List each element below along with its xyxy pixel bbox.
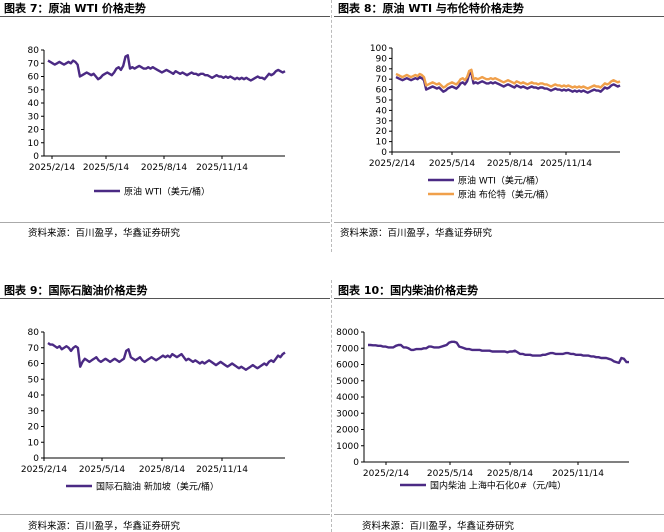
series-line (395, 71, 621, 94)
legend-label: 原油 WTI（美元/桶） (124, 186, 210, 198)
y-tick-label: 7000 (336, 344, 359, 354)
x-tick-label: 2025/8/14 (141, 163, 187, 173)
y-tick-label: 10 (376, 138, 388, 148)
y-tick-label: 40 (28, 99, 40, 109)
x-tick-label: 2025/11/14 (540, 159, 592, 169)
title-rule (334, 16, 664, 17)
y-tick-label: 30 (28, 407, 40, 417)
y-tick-label: 5000 (336, 377, 359, 387)
series-line (47, 54, 286, 82)
series-line (47, 342, 286, 372)
y-tick-label: 50 (376, 96, 388, 106)
x-tick-label: 2025/5/14 (83, 163, 129, 173)
chart-title: 图表 10：国内柴油价格走势 (338, 284, 479, 297)
y-tick-label: 80 (28, 46, 40, 56)
series-line (368, 340, 629, 365)
y-tick-label: 60 (28, 73, 40, 83)
y-tick-label: 4000 (336, 393, 359, 403)
source-note: 资料来源：百川盈孚，华鑫证券研究 (28, 228, 181, 239)
chart-title: 图表 9：国际石脑油价格走势 (4, 284, 148, 297)
chart-title: 图表 7：原油 WTI 价格走势 (4, 2, 146, 15)
y-tick-label: 0 (33, 152, 39, 162)
x-tick-label: 2025/11/14 (196, 465, 248, 475)
chart-panel-8: 图表 8：原油 WTI 与布伦特价格走势 0 10 20 30 40 50 60 70 80 90… (334, 0, 664, 250)
y-tick-label: 60 (376, 86, 388, 96)
chart-svg: 0 10 20 30 40 50 60 70 80 2025/2/14 2025/5/14 2025/… (21, 328, 286, 493)
source-rule (0, 514, 330, 515)
title-rule (334, 298, 664, 299)
source-rule (334, 222, 664, 223)
chart-svg: 0 10 20 30 40 50 60 70 80 2025/2/14 2025/5/14 2025/… (28, 46, 286, 198)
y-tick-label: 1000 (336, 442, 359, 452)
column-divider-top (331, 0, 332, 252)
y-tick-label: 0 (33, 454, 39, 464)
y-tick-label: 50 (28, 375, 40, 385)
y-tick-label: 80 (28, 328, 40, 338)
y-tick-label: 20 (28, 423, 40, 433)
y-tick-label: 8000 (336, 328, 359, 338)
x-tick-label: 2025/2/14 (363, 469, 409, 479)
x-tick-label: 2025/2/14 (21, 465, 67, 475)
y-tick-label: 40 (376, 106, 388, 116)
x-tick-label: 2025/5/14 (79, 465, 125, 475)
chart-svg: 0 1000 2000 3000 4000 5000 6000 7000 8000 2025/2/… (336, 328, 629, 492)
series-line (395, 68, 621, 90)
y-tick-label: 10 (28, 438, 40, 448)
source-note: 资料来源：百川盈孚，华鑫证券研究 (340, 228, 493, 239)
y-tick-label: 10 (28, 139, 40, 149)
y-tick-label: 0 (381, 148, 387, 158)
x-tick-label: 2025/11/14 (196, 163, 248, 173)
y-tick-label: 20 (28, 126, 40, 136)
y-tick-label: 90 (376, 54, 388, 64)
y-tick-label: 30 (376, 117, 388, 127)
y-tick-label: 70 (376, 75, 388, 85)
y-tick-label: 20 (376, 127, 388, 137)
source-rule (0, 222, 330, 223)
source-rule (334, 514, 664, 515)
source-note: 资料来源：百川盈孚，华鑫证券研究 (362, 521, 515, 532)
y-tick-label: 70 (28, 344, 40, 354)
x-tick-label: 2025/11/14 (552, 469, 604, 479)
x-tick-label: 2025/8/14 (487, 159, 533, 169)
chart-title: 图表 8：原油 WTI 与布伦特价格走势 (338, 2, 524, 15)
x-tick-label: 2025/5/14 (427, 469, 473, 479)
y-tick-label: 30 (28, 112, 40, 122)
title-rule (0, 298, 330, 299)
y-tick-label: 2000 (336, 426, 359, 436)
y-tick-label: 100 (370, 44, 387, 54)
y-tick-label: 0 (353, 458, 359, 468)
x-tick-label: 2025/8/14 (139, 465, 185, 475)
y-tick-label: 3000 (336, 409, 359, 419)
y-tick-label: 50 (28, 86, 40, 96)
x-tick-label: 2025/8/14 (487, 469, 533, 479)
x-tick-label: 2025/2/14 (369, 159, 415, 169)
source-note: 资料来源：百川盈孚，华鑫证券研究 (28, 521, 181, 532)
chart-panel-10: 图表 10：国内柴油价格走势 0 1000 2000 3000 4000 5000 6000… (334, 282, 664, 532)
y-tick-label: 80 (376, 65, 388, 75)
legend-label: 国际石脑油 新加坡（美元/桶） (96, 481, 219, 493)
y-tick-label: 70 (28, 59, 40, 69)
legend-label: 原油 WTI（美元/桶） (458, 175, 544, 187)
title-rule (0, 16, 330, 17)
x-tick-label: 2025/5/14 (429, 159, 475, 169)
x-tick-label: 2025/2/14 (29, 163, 75, 173)
y-tick-label: 40 (28, 391, 40, 401)
y-tick-label: 6000 (336, 361, 359, 371)
legend-label: 原油 布伦特（美元/桶） (458, 189, 554, 201)
y-tick-label: 60 (28, 360, 40, 370)
column-divider-bottom (331, 280, 332, 532)
chart-panel-9: 图表 9：国际石脑油价格走势 0 10 20 30 40 50 60 70 80 2025/2/1… (0, 282, 330, 532)
legend-label: 国内柴油 上海中石化0#（元/吨） (430, 480, 566, 492)
chart-panel-7: 图表 7：原油 WTI 价格走势 0 10 20 30 40 50 60 70 80 2025/2… (0, 0, 330, 250)
